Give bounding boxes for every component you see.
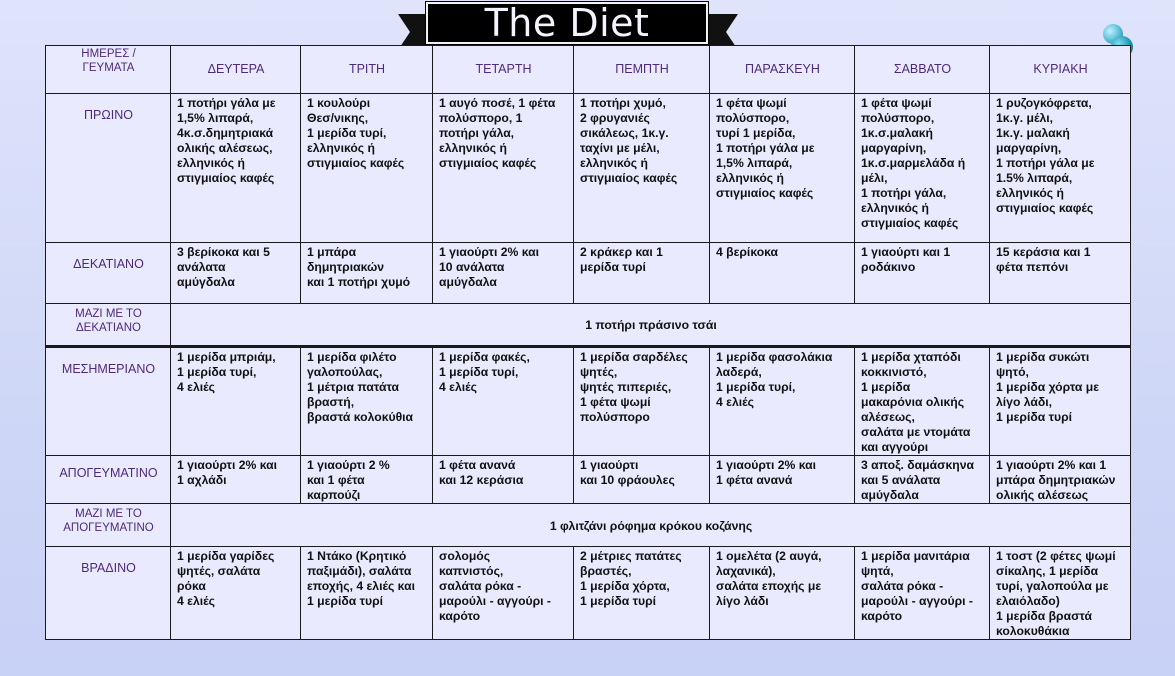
table-cell: 1 μερίδα μπριάμ, 1 μερίδα τυρί, 4 ελιές: [170, 345, 301, 456]
table-cell: 1 μπάρα δημητριακών και 1 ποτήρι χυμό: [300, 242, 433, 304]
table-cell: 3 βερίκοκα και 5 ανάλατα αμύγδαλα: [170, 242, 301, 304]
header-day-friday: ΠΑΡΑΣΚΕΥΗ: [709, 45, 855, 94]
table-cell: 1 μερίδα σαρδέλες ψητές, ψητές πιπεριές,…: [573, 345, 710, 456]
row-with-snack-afternoon: ΜΑΖΙ ΜΕ ΤΟ ΑΠΟΓΕΥΜΑΤΙΝΟ 1 φλιτζάνι ρόφημ…: [45, 503, 1131, 547]
table-cell: 1 ρυζογκόφρετα, 1κ.γ. μέλι, 1κ.γ. μαλακή…: [989, 93, 1131, 243]
title-box: The Diet: [426, 2, 708, 44]
row-label-snack-morning: ΔΕΚΑΤΙΑΝΟ: [45, 242, 171, 304]
table-cell: 15 κεράσια και 1 φέτα πεπόνι: [989, 242, 1131, 304]
row-snack-afternoon: ΑΠΟΓΕΥΜΑΤΙΝΟ 1 γιαούρτι 2% και 1 αχλάδι …: [45, 455, 1131, 504]
row-lunch: ΜΕΣΗΜΕΡΙΑΝΟ 1 μερίδα μπριάμ, 1 μερίδα τυ…: [45, 345, 1131, 456]
table-cell: 1 γιαούρτι 2% και 10 ανάλατα αμύγδαλα: [432, 242, 574, 304]
table-cell: σολομός καπνιστός, σαλάτα ρόκα - μαρούλι…: [432, 546, 574, 640]
table-cell: 1 ποτήρι χυμό, 2 φρυγανιές σικάλεως, 1κ.…: [573, 93, 710, 243]
table-cell: 1 τοστ (2 φέτες ψωμί σίκαλης, 1 μερίδα τ…: [989, 546, 1131, 640]
header-day-saturday: ΣΑΒΒΑΤΟ: [854, 45, 990, 94]
header-corner: ΗΜΕΡΕΣ / ΓΕΥΜΑΤΑ: [45, 45, 171, 94]
row-label-with-snack-morning: ΜΑΖΙ ΜΕ ΤΟ ΔΕΚΑΤΙΑΝΟ: [45, 303, 171, 347]
header-day-sunday: ΚΥΡΙΑΚΗ: [989, 45, 1131, 94]
table-cell: 1 κουλούρι Θεσ/νικης, 1 μερίδα τυρί, ελλ…: [300, 93, 433, 243]
table-cell: 2 κράκερ και 1 μερίδα τυρί: [573, 242, 710, 304]
row-snack-morning: ΔΕΚΑΤΙΑΝΟ 3 βερίκοκα και 5 ανάλατα αμύγδ…: [45, 242, 1131, 304]
table-cell: 4 βερίκοκα: [709, 242, 855, 304]
table-cell: 1 ομελέτα (2 αυγά, λαχανικά), σαλάτα επο…: [709, 546, 855, 640]
table-cell: 1 γιαούρτι 2% και 1 φέτα ανανά: [709, 455, 855, 504]
table-cell: 1 φέτα ψωμί πολύσπορο, 1κ.σ.μαλακή μαργα…: [854, 93, 990, 243]
table-cell: 2 μέτριες πατάτες βραστές, 1 μερίδα χόρτ…: [573, 546, 710, 640]
table-cell: 1 μερίδα φασολάκια λαδερά, 1 μερίδα τυρί…: [709, 345, 855, 456]
header-day-thursday: ΠΕΜΠΤΗ: [573, 45, 710, 94]
table-cell: 1 ποτήρι γάλα με 1,5% λιπαρά, 4κ.σ.δημητ…: [170, 93, 301, 243]
table-cell: 1 μερίδα γαρίδες ψητές, σαλάτα ρόκα 4 ελ…: [170, 546, 301, 640]
table-cell: 1 μερίδα φακές, 1 μερίδα τυρί, 4 ελιές: [432, 345, 574, 456]
tea-note: 1 ποτήρι πράσινο τσάι: [170, 303, 1131, 347]
header-day-monday: ΔΕΥΤΕΡΑ: [170, 45, 301, 94]
table-cell: 1 φέτα ανανά και 12 κεράσια: [432, 455, 574, 504]
table-cell: 1 μερίδα φιλέτο γαλοπούλας, 1 μέτρια πατ…: [300, 345, 433, 456]
table-cell: 1 γιαούρτι 2 % και 1 φέτα καρπούζι: [300, 455, 433, 504]
header-row: ΗΜΕΡΕΣ / ΓΕΥΜΑΤΑ ΔΕΥΤΕΡΑ ΤΡΙΤΗ ΤΕΤΑΡΤΗ Π…: [45, 45, 1131, 94]
row-dinner: ΒΡΑΔΙΝΟ 1 μερίδα γαρίδες ψητές, σαλάτα ρ…: [45, 546, 1131, 640]
row-label-with-snack-afternoon: ΜΑΖΙ ΜΕ ΤΟ ΑΠΟΓΕΥΜΑΤΙΝΟ: [45, 503, 171, 547]
row-label-breakfast: ΠΡΩΙΝΟ: [45, 93, 171, 243]
row-label-lunch: ΜΕΣΗΜΕΡΙΑΝΟ: [45, 345, 171, 456]
table-cell: 1 αυγό ποσέ, 1 φέτα πολύσπορο, 1 ποτήρι …: [432, 93, 574, 243]
table-cell: 1 μερίδα χταπόδι κοκκινιστό, 1 μερίδα μα…: [854, 345, 990, 456]
header-day-tuesday: ΤΡΙΤΗ: [300, 45, 433, 94]
page-title: The Diet: [484, 1, 650, 45]
table-cell: 1 Ντάκο (Κρητικό παξιμάδι), σαλάτα εποχή…: [300, 546, 433, 640]
table-cell: 1 μερίδα μανιτάρια ψητά, σαλάτα ρόκα - μ…: [854, 546, 990, 640]
row-label-dinner: ΒΡΑΔΙΝΟ: [45, 546, 171, 640]
table-cell: 1 μερίδα συκώτι ψητό, 1 μερίδα χόρτα με …: [989, 345, 1131, 456]
table-cell: 3 αποξ. δαμάσκηνα και 5 ανάλατα αμύγδαλα: [854, 455, 990, 504]
table-cell: 1 γιαούρτι 2% και 1 αχλάδι: [170, 455, 301, 504]
row-with-snack-morning: ΜΑΖΙ ΜΕ ΤΟ ΔΕΚΑΤΙΑΝΟ 1 ποτήρι πράσινο τσ…: [45, 303, 1131, 347]
saffron-note: 1 φλιτζάνι ρόφημα κρόκου κοζάνης: [170, 503, 1131, 547]
table-cell: 1 γιαούρτι 2% και 1 μπάρα δημητριακών ολ…: [989, 455, 1131, 504]
table-cell: 1 γιαούρτι και 1 ροδάκινο: [854, 242, 990, 304]
header-day-wednesday: ΤΕΤΑΡΤΗ: [432, 45, 574, 94]
table-cell: 1 γιαούρτι και 10 φράουλες: [573, 455, 710, 504]
diet-table: ΗΜΕΡΕΣ / ΓΕΥΜΑΤΑ ΔΕΥΤΕΡΑ ΤΡΙΤΗ ΤΕΤΑΡΤΗ Π…: [45, 45, 1131, 640]
title-banner: The Diet: [398, 2, 738, 52]
row-breakfast: ΠΡΩΙΝΟ 1 ποτήρι γάλα με 1,5% λιπαρά, 4κ.…: [45, 93, 1131, 243]
row-label-snack-afternoon: ΑΠΟΓΕΥΜΑΤΙΝΟ: [45, 455, 171, 504]
table-cell: 1 φέτα ψωμί πολύσπορο, τυρί 1 μερίδα, 1 …: [709, 93, 855, 243]
